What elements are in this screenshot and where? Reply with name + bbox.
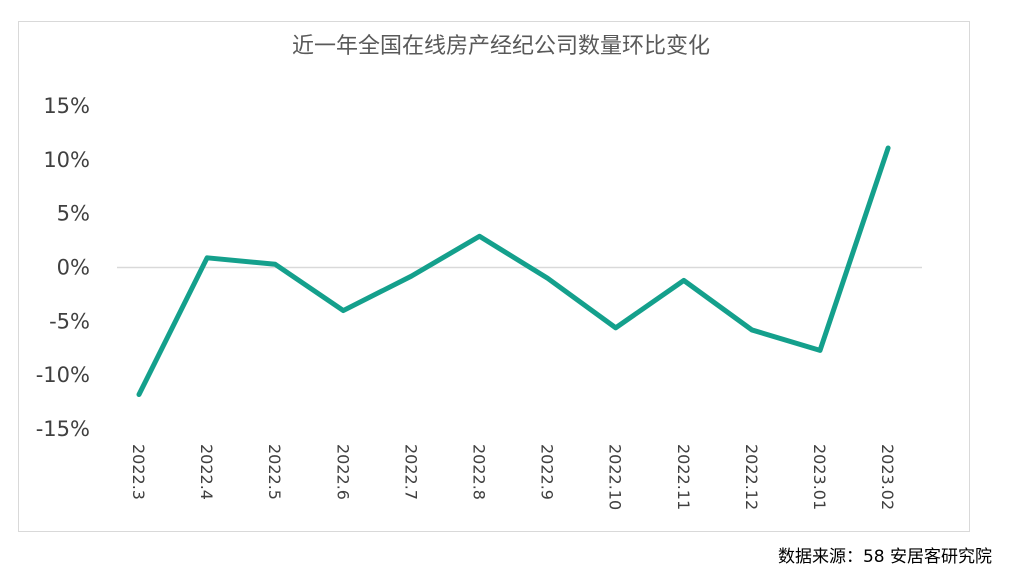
x-tick-label: 2022.11 xyxy=(674,444,693,510)
x-axis-ticks: 2022.3 2022.4 2022.5 2022.6 2022.7 2022.8 2022… xyxy=(129,444,897,510)
y-axis-ticks: 15% 10% 5% 0% -5% -10% -15% xyxy=(36,94,90,441)
y-tick-label: 0% xyxy=(57,256,90,280)
source-note: 数据来源：58 安居客研究院 xyxy=(777,547,992,567)
y-tick-label: 15% xyxy=(43,94,90,118)
x-tick-label: 2022.5 xyxy=(265,444,284,500)
chart-frame: 近一年全国在线房产经纪公司数量环比变化 15% 10% 5% 0% -5% -10% -15… xyxy=(18,21,970,532)
y-tick-label: 5% xyxy=(57,202,90,226)
chart-title: 近一年全国在线房产经纪公司数量环比变化 xyxy=(292,34,710,59)
y-tick-label: -5% xyxy=(49,309,90,333)
x-tick-label: 2022.8 xyxy=(470,444,489,500)
x-tick-label: 2022.6 xyxy=(333,444,352,500)
y-tick-label: 10% xyxy=(43,148,90,172)
x-tick-label: 2022.4 xyxy=(197,444,216,500)
line-chart: 近一年全国在线房产经纪公司数量环比变化 15% 10% 5% 0% -5% -10% -15… xyxy=(36,34,922,510)
x-tick-label: 2022.12 xyxy=(742,444,761,510)
x-tick-label: 2023.01 xyxy=(810,444,829,510)
y-tick-label: -10% xyxy=(36,363,90,387)
x-tick-label: 2022.9 xyxy=(538,444,557,500)
series-line xyxy=(136,145,891,398)
x-tick-label: 2022.10 xyxy=(606,444,625,510)
y-tick-label: -15% xyxy=(36,417,90,441)
x-tick-label: 2022.3 xyxy=(129,444,148,500)
x-tick-label: 2022.7 xyxy=(401,444,420,500)
x-tick-label: 2023.02 xyxy=(878,444,897,510)
